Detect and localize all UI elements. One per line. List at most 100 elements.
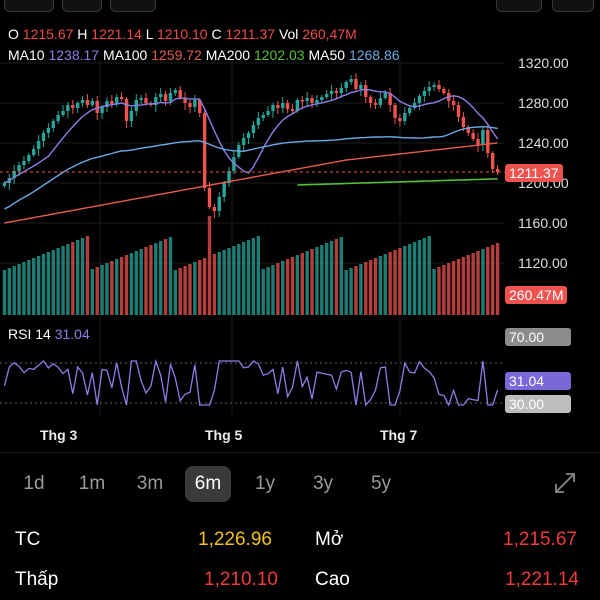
open-value: 1215.67 [22,26,74,42]
current-price-badge: 1211.37 [505,164,563,182]
volume-bar [276,263,280,315]
volume-bar [36,256,41,315]
period-1d[interactable]: 1d [23,473,45,494]
low-value: 1210.10 [156,26,208,42]
volume-bar [173,270,178,315]
toolbar-button[interactable] [552,0,594,12]
volume-bar [471,253,475,315]
volume-bar [364,262,368,315]
volume-bar [51,250,55,315]
candle-body [417,96,422,103]
volume-bar [32,258,36,315]
candle-body [271,105,275,111]
toolbar-button[interactable] [4,0,54,12]
period-1m[interactable]: 1m [78,473,106,494]
moving-average-readout: MA10 1238.17 MA100 1259.72 MA200 1202.03… [8,47,400,63]
ma50-label: MA50 [308,47,346,63]
candle-body [251,125,256,133]
volume-bar [295,255,300,315]
expand-icon[interactable] [552,470,578,496]
volume-bar [412,242,417,315]
candle-body [393,105,397,118]
volume-bar [354,266,358,315]
candle-body [476,139,480,145]
volume-bar [217,252,221,315]
volume-bar [183,266,187,315]
candle-body [305,98,309,101]
ma200-line [297,178,498,186]
volume-bar [359,264,363,315]
volume-bar [407,244,412,315]
ma10-label: MA10 [8,47,45,63]
volume-bar [320,245,324,315]
candle-body [129,111,134,121]
volume-bar [27,260,31,315]
volume-bar [447,263,451,315]
volume-bar [163,239,168,315]
period-1y[interactable]: 1y [254,473,276,494]
high-label: H [77,26,88,42]
candle-body [139,98,143,100]
price-tick-label: 1160.00 [518,215,568,231]
period-6m[interactable]: 6m [185,466,231,502]
volume-bar [124,255,129,315]
candle-body [41,133,46,141]
volume-bar [154,243,158,315]
volume-bar [490,245,495,315]
low-stat-value: 1,210.10 [204,569,278,590]
volume-bar [222,250,226,315]
candle-body [344,82,348,88]
month-label: Thg 3 [40,427,78,443]
volume-bar [383,254,387,315]
candle-body [412,103,417,108]
volume-bar [71,242,75,315]
candle-body [471,133,475,139]
ohlc-readout: O 1215.67 H 1221.14 L 1210.10 C 1211.37 … [8,26,357,42]
candle-body [36,141,41,149]
candle-body [495,169,500,172]
volume-bar [66,244,70,315]
toolbar-button[interactable] [62,0,102,12]
volume-bar [158,241,163,315]
candle-body [295,100,300,111]
candle-body [173,90,178,93]
period-3m[interactable]: 3m [136,473,164,494]
ma200-label: MA200 [205,47,251,63]
candle-body [105,101,109,107]
candle-body [193,100,197,107]
ma50-line [4,125,498,210]
candle-body [300,100,304,102]
volume-value: 260,47M [302,26,357,42]
candle-body [364,85,368,97]
volume-bar [442,265,446,315]
candle-body [115,97,119,104]
volume-bar [188,264,192,315]
candle-body [466,127,470,133]
period-3y[interactable]: 3y [312,473,334,494]
volume-bar [246,240,251,315]
toolbar-button[interactable] [110,0,156,12]
volume-bar [56,248,60,315]
rsi-line [3,358,499,407]
volume-bar [100,265,104,315]
candle-body [32,149,36,155]
candle-body [178,90,182,98]
period-5y[interactable]: 5y [370,473,392,494]
ma10-line [4,88,499,184]
candle-body [246,133,251,138]
volume-bar [202,258,207,315]
candle-body [320,97,324,100]
close-label: C [211,26,222,42]
candle-body [119,97,124,99]
price-chart[interactable]: 1320.001280.001240.001200.001160.001120.… [0,0,600,420]
volume-bar [149,245,153,315]
candle-body [388,93,392,105]
candle-body [85,100,90,105]
toolbar-button[interactable] [496,0,542,12]
volume-bar [417,240,422,315]
open-label: O [8,26,19,42]
candle-body [217,197,221,211]
candle-body [285,103,290,109]
volume-bar [266,267,270,315]
candle-body [17,165,21,171]
